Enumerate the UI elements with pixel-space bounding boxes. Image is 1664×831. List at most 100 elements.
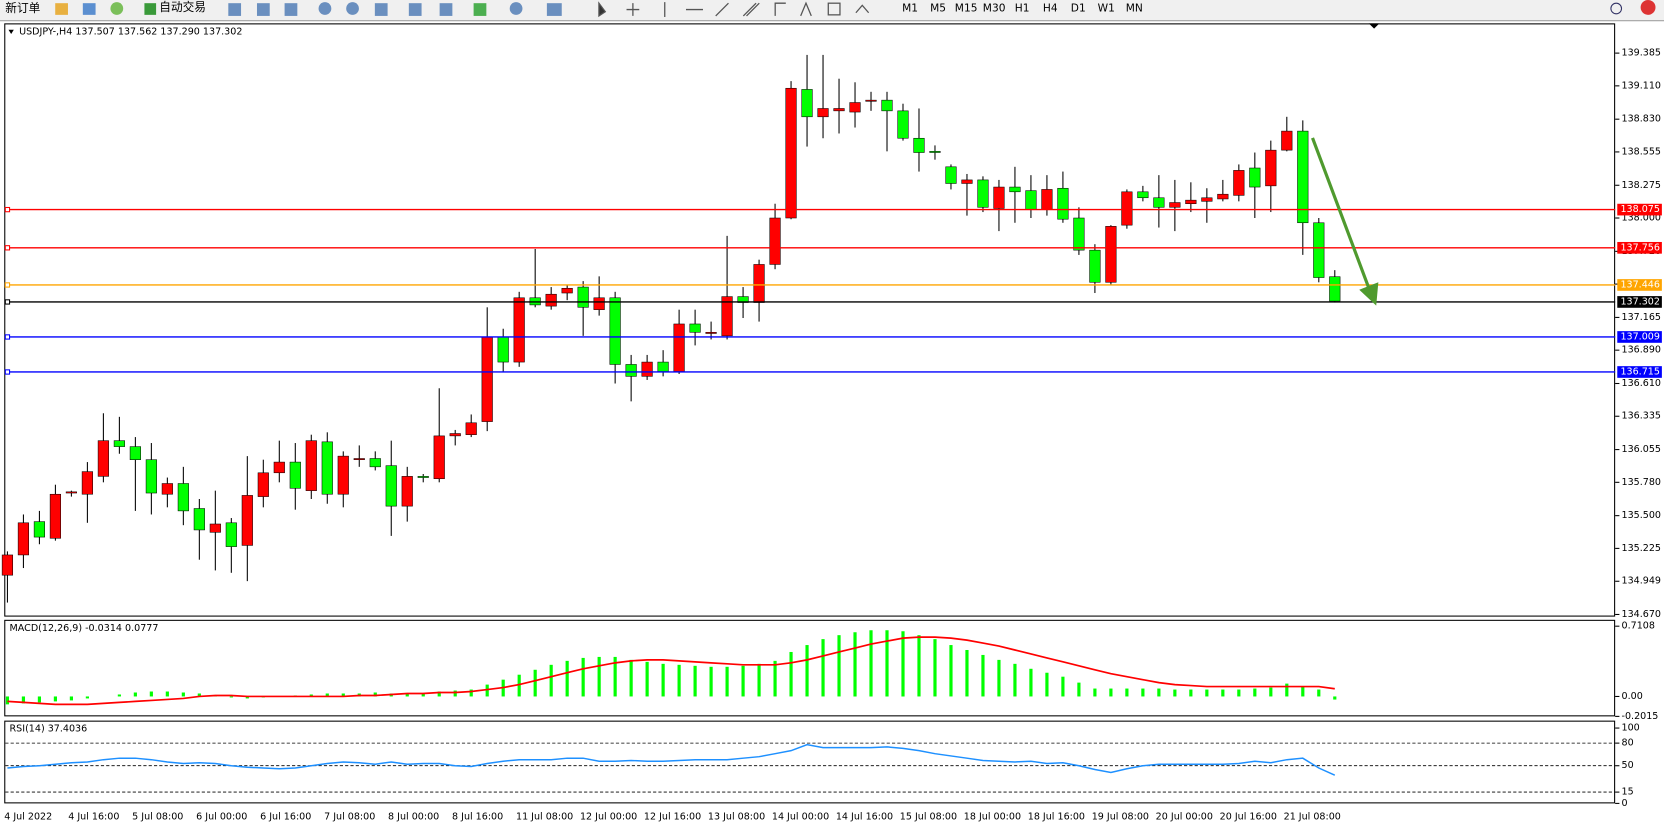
timeframe-button[interactable]: M1: [902, 1, 918, 14]
search-icon[interactable]: [1610, 2, 1623, 15]
level-handle: [4, 282, 11, 288]
candle-body: [545, 293, 557, 307]
candle-body: [161, 483, 173, 495]
y-tick-label: 0: [1622, 798, 1628, 809]
candle-body: [193, 508, 205, 531]
new-order-button[interactable]: 新订单: [5, 1, 40, 15]
timeframe-button[interactable]: M15: [955, 1, 978, 14]
y-tick-label: 80: [1622, 738, 1634, 749]
icon[interactable]: [110, 2, 124, 15]
arrow-head: [1359, 282, 1379, 306]
candle-body: [785, 87, 797, 219]
icon[interactable]: [509, 2, 523, 15]
y-tick-label: 134.949: [1622, 576, 1661, 587]
candle-body: [865, 99, 877, 102]
candle-body: [929, 151, 941, 153]
x-tick-label: 14 Jul 16:00: [836, 812, 893, 823]
x-tick-label: 4 Jul 16:00: [68, 812, 119, 823]
arrow-tool[interactable]: [855, 4, 870, 14]
candle-body: [1281, 130, 1293, 151]
x-tick-label: 19 Jul 08:00: [1092, 812, 1149, 823]
icon[interactable]: [346, 2, 359, 15]
level-label: 137.756: [1620, 242, 1659, 253]
channel-tool[interactable]: [742, 2, 760, 17]
candle-body: [497, 336, 509, 363]
candle-body: [801, 89, 813, 118]
candle-body: [273, 461, 285, 474]
icon[interactable]: [318, 2, 332, 15]
icon[interactable]: [55, 3, 68, 15]
x-tick-label: 21 Jul 08:00: [1284, 812, 1341, 823]
candle-body: [1041, 189, 1053, 210]
candle-body: [17, 522, 30, 556]
text-tool[interactable]: [800, 1, 812, 17]
x-tick-label: 15 Jul 08:00: [900, 812, 957, 823]
timeframe-button[interactable]: W1: [1098, 1, 1115, 14]
label-tool[interactable]: [827, 2, 841, 16]
y-tick-label: 0.00: [1622, 691, 1643, 702]
y-tick-label: 135.780: [1622, 477, 1661, 488]
candle-body: [913, 137, 925, 153]
y-tick-label: 136.610: [1622, 378, 1661, 389]
icon[interactable]: [546, 3, 562, 16]
x-tick-label: 4 Jul 2022: [4, 812, 52, 823]
x-tick-label: 20 Jul 16:00: [1220, 812, 1277, 823]
candle-body: [1073, 217, 1085, 251]
candle-body: [881, 99, 893, 112]
candle-body: [209, 523, 221, 533]
timeframe-button[interactable]: H1: [1015, 1, 1030, 14]
toolbar: 新订单 自动交易 M1 M5 M15 M30 H1 H4 D1 W1 MN: [0, 0, 1664, 22]
icon[interactable]: [82, 3, 96, 15]
timeframe-button[interactable]: D1: [1071, 1, 1086, 14]
x-tick-label: 5 Jul 08:00: [132, 812, 183, 823]
icon[interactable]: [439, 3, 453, 16]
y-tick-label: 137.165: [1622, 312, 1661, 323]
candle-body: [1057, 187, 1069, 220]
auto-trading-button[interactable]: 自动交易: [159, 0, 206, 14]
icon[interactable]: [284, 3, 298, 16]
candle-body: [657, 361, 669, 372]
candle-body: [81, 471, 93, 495]
level-label-bg: [1617, 279, 1662, 291]
candle-body: [177, 483, 189, 512]
y-tick-label: 139.110: [1622, 80, 1661, 91]
candle-body: [113, 440, 125, 447]
timeframe-button[interactable]: M30: [983, 1, 1006, 14]
icon[interactable]: [228, 3, 242, 16]
x-tick-label: 18 Jul 16:00: [1028, 812, 1085, 823]
y-tick-label: 136.890: [1622, 345, 1661, 356]
y-tick-label: 134.670: [1622, 609, 1661, 620]
trendline-tool[interactable]: [715, 2, 729, 17]
candle-body: [353, 458, 365, 460]
auto-trading-icon[interactable]: [144, 3, 157, 15]
candle-body: [241, 495, 253, 546]
notification-badge[interactable]: [1640, 0, 1656, 15]
cursor-tool[interactable]: [598, 1, 607, 18]
candle-body: [513, 297, 525, 363]
candle-body: [641, 361, 653, 377]
y-tick-label: 0.7108: [1622, 621, 1655, 632]
icon[interactable]: [256, 3, 270, 16]
y-tick-label: 136.335: [1622, 411, 1661, 422]
y-tick-label: 100: [1622, 723, 1640, 734]
timeframe-button[interactable]: M5: [930, 1, 946, 14]
fibo-tool[interactable]: [774, 2, 786, 16]
candle-body: [561, 287, 573, 294]
timeframe-button[interactable]: H4: [1043, 1, 1058, 14]
icon[interactable]: [473, 3, 487, 16]
symbol-menu[interactable]: [8, 29, 14, 34]
x-tick-label: 12 Jul 00:00: [580, 812, 637, 823]
candle-body: [961, 179, 973, 184]
icon[interactable]: [408, 3, 422, 16]
icon[interactable]: [374, 3, 388, 16]
level-label: 137.446: [1620, 279, 1659, 290]
crosshair-tool[interactable]: [626, 3, 640, 16]
tool-icons: [228, 2, 562, 16]
chart-title: USDJPY-,H4 137.507 137.562 137.290 137.3…: [19, 26, 242, 37]
candle-body: [993, 186, 1005, 209]
timeframe-button[interactable]: MN: [1126, 1, 1143, 14]
candle-body: [1153, 197, 1165, 208]
candle-body: [449, 433, 461, 437]
